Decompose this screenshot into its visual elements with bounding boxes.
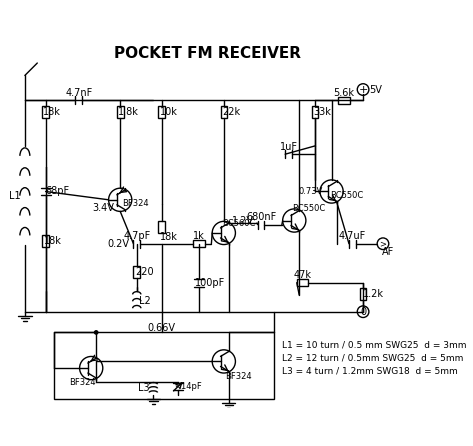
Bar — [360, 289, 367, 300]
Text: <14pF: <14pF — [174, 382, 202, 391]
Bar — [158, 221, 165, 233]
Text: L2: L2 — [139, 296, 151, 306]
Text: 4.7nF: 4.7nF — [65, 88, 92, 98]
Bar — [42, 106, 49, 118]
Circle shape — [95, 331, 98, 334]
Text: 33k: 33k — [314, 107, 332, 117]
Text: 1.2k: 1.2k — [362, 289, 384, 299]
Text: L1 = 10 turn / 0.5 mm SWG25  d = 3mm: L1 = 10 turn / 0.5 mm SWG25 d = 3mm — [282, 340, 466, 349]
Text: 680nF: 680nF — [246, 212, 276, 222]
Text: 220: 220 — [135, 267, 154, 277]
Text: AF: AF — [382, 247, 394, 257]
Bar — [193, 240, 205, 247]
Text: BC550C: BC550C — [293, 203, 326, 213]
Text: BF324: BF324 — [226, 372, 252, 381]
Bar — [338, 97, 350, 103]
Bar — [42, 235, 49, 247]
Bar — [220, 106, 227, 118]
Text: 100pF: 100pF — [195, 278, 226, 288]
Text: 4.7pF: 4.7pF — [123, 231, 150, 241]
Text: L1: L1 — [9, 190, 21, 201]
Text: >: > — [379, 239, 386, 248]
Text: BF324: BF324 — [70, 379, 96, 388]
Text: L2 = 12 turn / 0.5mm SWG25  d = 5mm: L2 = 12 turn / 0.5mm SWG25 d = 5mm — [282, 354, 463, 363]
Text: 0: 0 — [360, 307, 366, 317]
Text: 10k: 10k — [160, 107, 178, 117]
Text: 1k: 1k — [193, 231, 205, 241]
Text: 0.73V: 0.73V — [298, 187, 323, 196]
Bar — [312, 106, 318, 118]
Text: 3.4V: 3.4V — [93, 203, 114, 213]
Text: 5V: 5V — [369, 85, 382, 95]
Text: 47k: 47k — [294, 270, 312, 280]
Text: L3 = 4 turn / 1.2mm SWG18  d = 5mm: L3 = 4 turn / 1.2mm SWG18 d = 5mm — [282, 367, 457, 376]
Bar — [54, 332, 273, 399]
Text: POCKET FM RECEIVER: POCKET FM RECEIVER — [114, 45, 301, 61]
Bar — [117, 106, 123, 118]
Text: 18k: 18k — [44, 107, 61, 117]
Text: BC550C: BC550C — [330, 191, 363, 200]
Text: 68pF: 68pF — [45, 186, 69, 197]
Bar — [297, 279, 308, 286]
Bar — [158, 106, 165, 118]
Text: 0.2V: 0.2V — [107, 239, 130, 249]
Text: 0.66V: 0.66V — [148, 323, 175, 333]
Text: BF324: BF324 — [122, 199, 149, 208]
Text: +: + — [359, 85, 368, 95]
Bar — [133, 266, 140, 278]
Text: 5.6k: 5.6k — [333, 88, 355, 98]
Text: 4.7uF: 4.7uF — [339, 231, 366, 241]
Text: 18k: 18k — [44, 236, 62, 246]
Text: 1uF: 1uF — [280, 142, 298, 152]
Text: 1.2V: 1.2V — [232, 215, 254, 226]
Text: 22k: 22k — [222, 107, 240, 117]
Text: L3: L3 — [138, 384, 149, 393]
Text: 1.8k: 1.8k — [118, 107, 139, 117]
Text: 18k: 18k — [160, 232, 178, 242]
Text: BC560C: BC560C — [222, 219, 255, 227]
